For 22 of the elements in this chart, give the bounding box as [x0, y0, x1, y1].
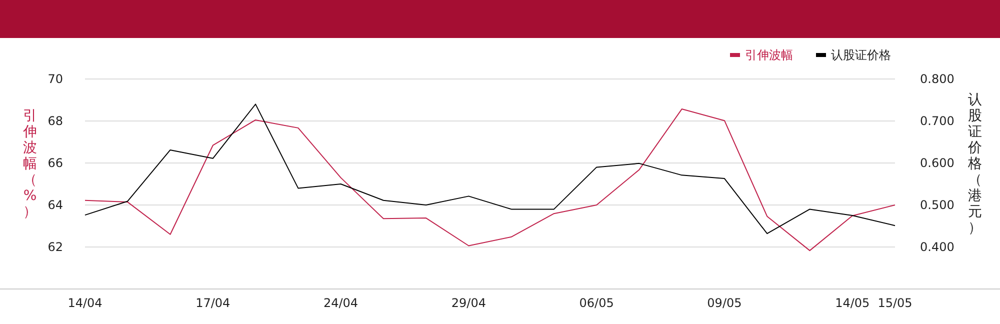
- y-tick-label: 66: [48, 156, 63, 170]
- x-tick-label: 15/05: [878, 296, 912, 310]
- y-tick-label: 62: [48, 240, 63, 254]
- x-tick-label: 09/05: [707, 296, 742, 310]
- y2-tick-label: 0.700: [920, 114, 954, 128]
- x-tick-label: 14/04: [68, 296, 102, 310]
- x-tick-label: 17/04: [196, 296, 230, 310]
- x-tick-label: 06/05: [579, 296, 614, 310]
- axis-title: 引伸波幅（%）: [23, 108, 37, 220]
- axis-title: 认股证价格（港元）: [968, 92, 982, 236]
- legend-label: 认股证价格: [831, 48, 891, 62]
- y2-tick-label: 0.800: [920, 72, 954, 86]
- y-tick-label: 70: [48, 72, 63, 86]
- y2-tick-label: 0.400: [920, 240, 954, 254]
- x-tick-label: 24/04: [323, 296, 358, 310]
- y2-tick-label: 0.500: [920, 198, 954, 212]
- y-tick-label: 68: [48, 114, 63, 128]
- x-tick-label: 14/05: [835, 296, 870, 310]
- x-tick-label: 29/04: [451, 296, 486, 310]
- legend-label: 引伸波幅: [745, 48, 793, 62]
- y2-tick-label: 0.600: [920, 156, 954, 170]
- y-tick-label: 64: [48, 198, 63, 212]
